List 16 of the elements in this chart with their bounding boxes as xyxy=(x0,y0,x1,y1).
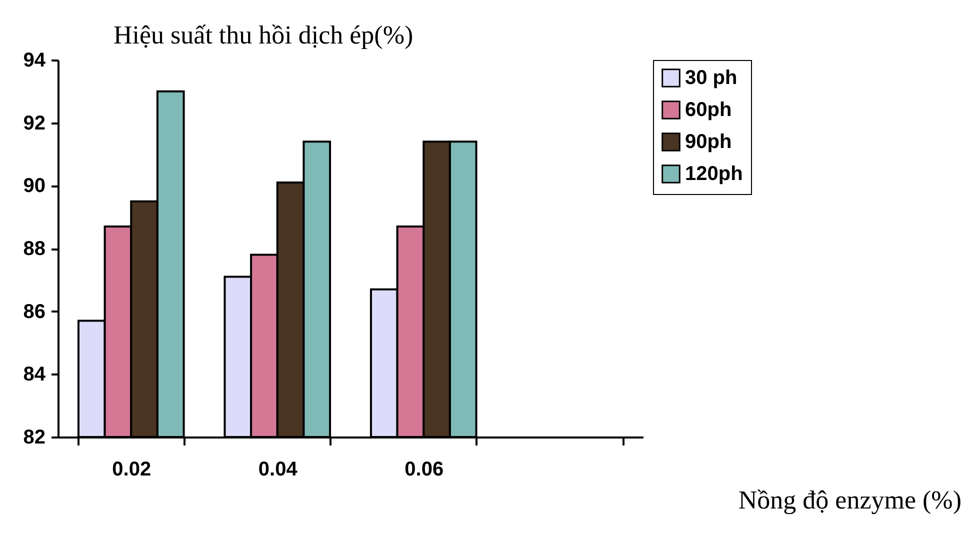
legend-label: 120ph xyxy=(685,163,743,185)
x-tick-label: 0.04 xyxy=(258,458,298,480)
y-tick-label: 82 xyxy=(23,426,46,448)
x-tick-label: 0.02 xyxy=(112,458,152,480)
y-tick-label: 86 xyxy=(23,300,46,323)
y-tick-label: 92 xyxy=(23,112,46,134)
y-tick-label: 94 xyxy=(23,50,46,72)
x-tick-label: 0.06 xyxy=(404,458,444,480)
y-tick-label: 84 xyxy=(23,364,46,386)
y-axis-title: Hiệu suất thu hồi dịch ép(%) xyxy=(114,20,414,50)
y-tick-label: 88 xyxy=(23,238,46,260)
legend-label: 60ph xyxy=(685,99,732,121)
legend-label: 30 ph xyxy=(685,67,738,89)
legend-label: 90ph xyxy=(685,131,732,153)
y-tick-label: 90 xyxy=(23,175,46,198)
x-axis-title: Nồng độ enzyme (%) xyxy=(738,486,962,514)
